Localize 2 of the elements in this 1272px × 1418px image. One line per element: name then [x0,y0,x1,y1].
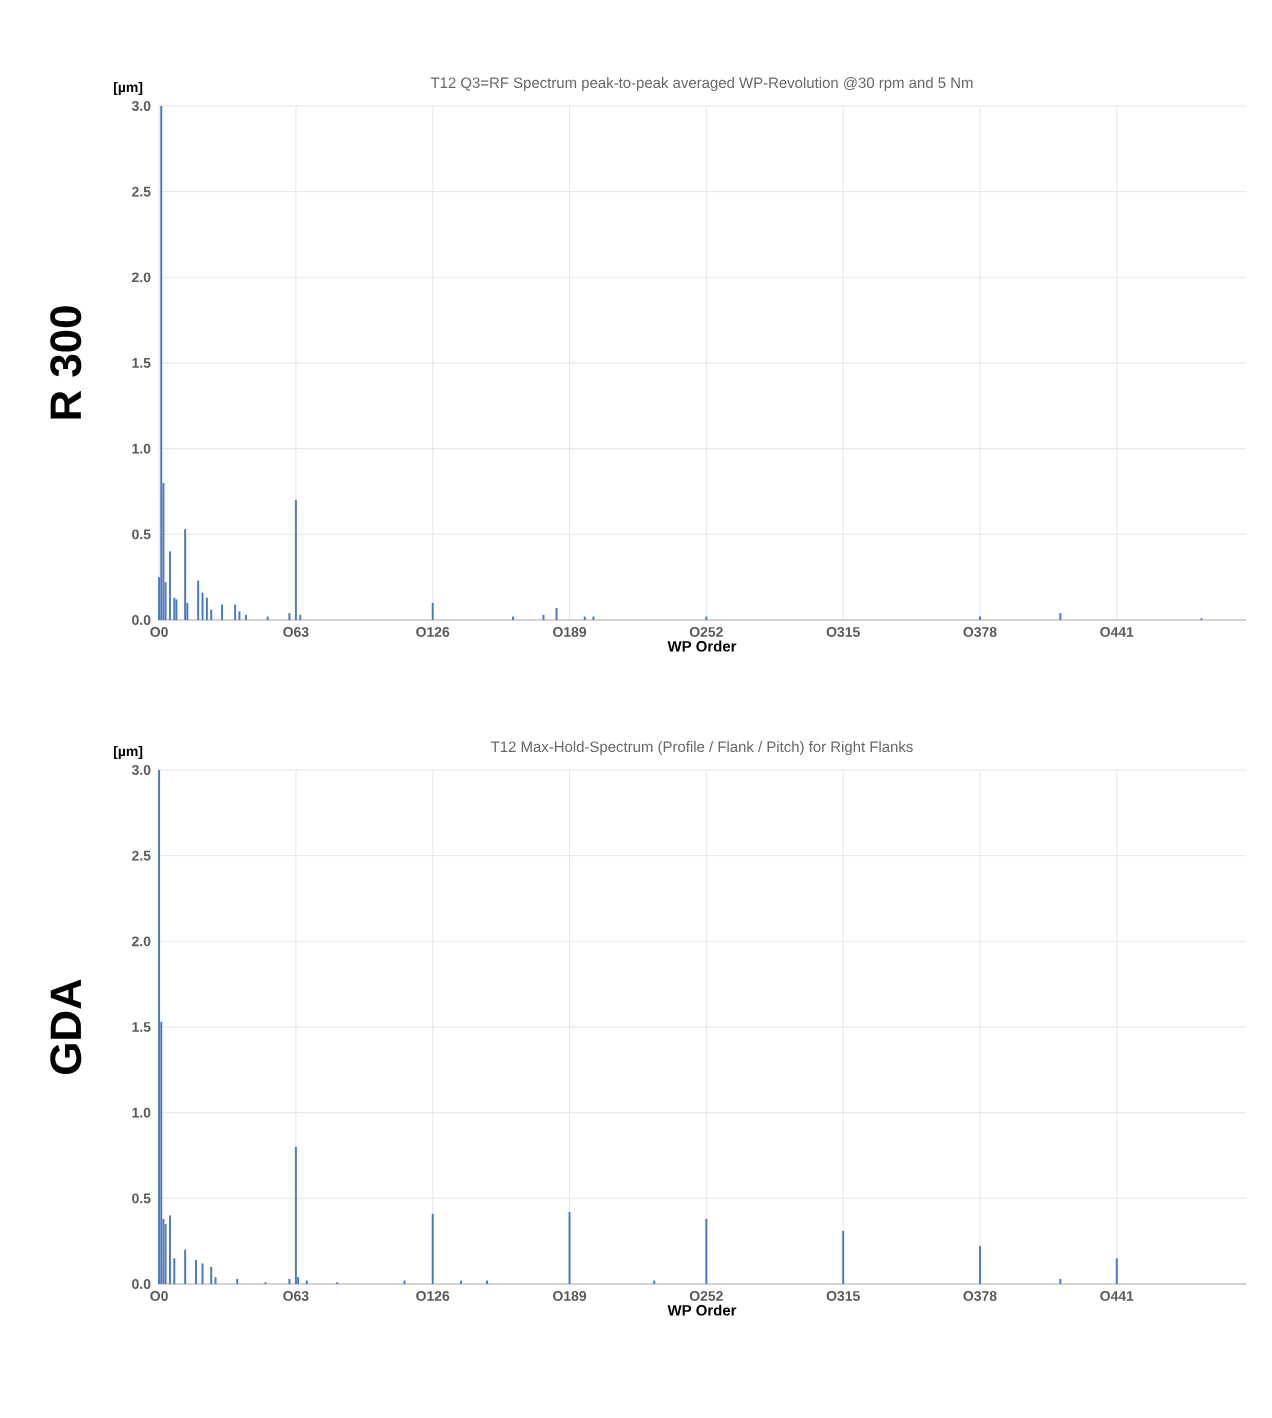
text: R 300 [50,306,82,419]
text: GDA [50,979,82,1074]
